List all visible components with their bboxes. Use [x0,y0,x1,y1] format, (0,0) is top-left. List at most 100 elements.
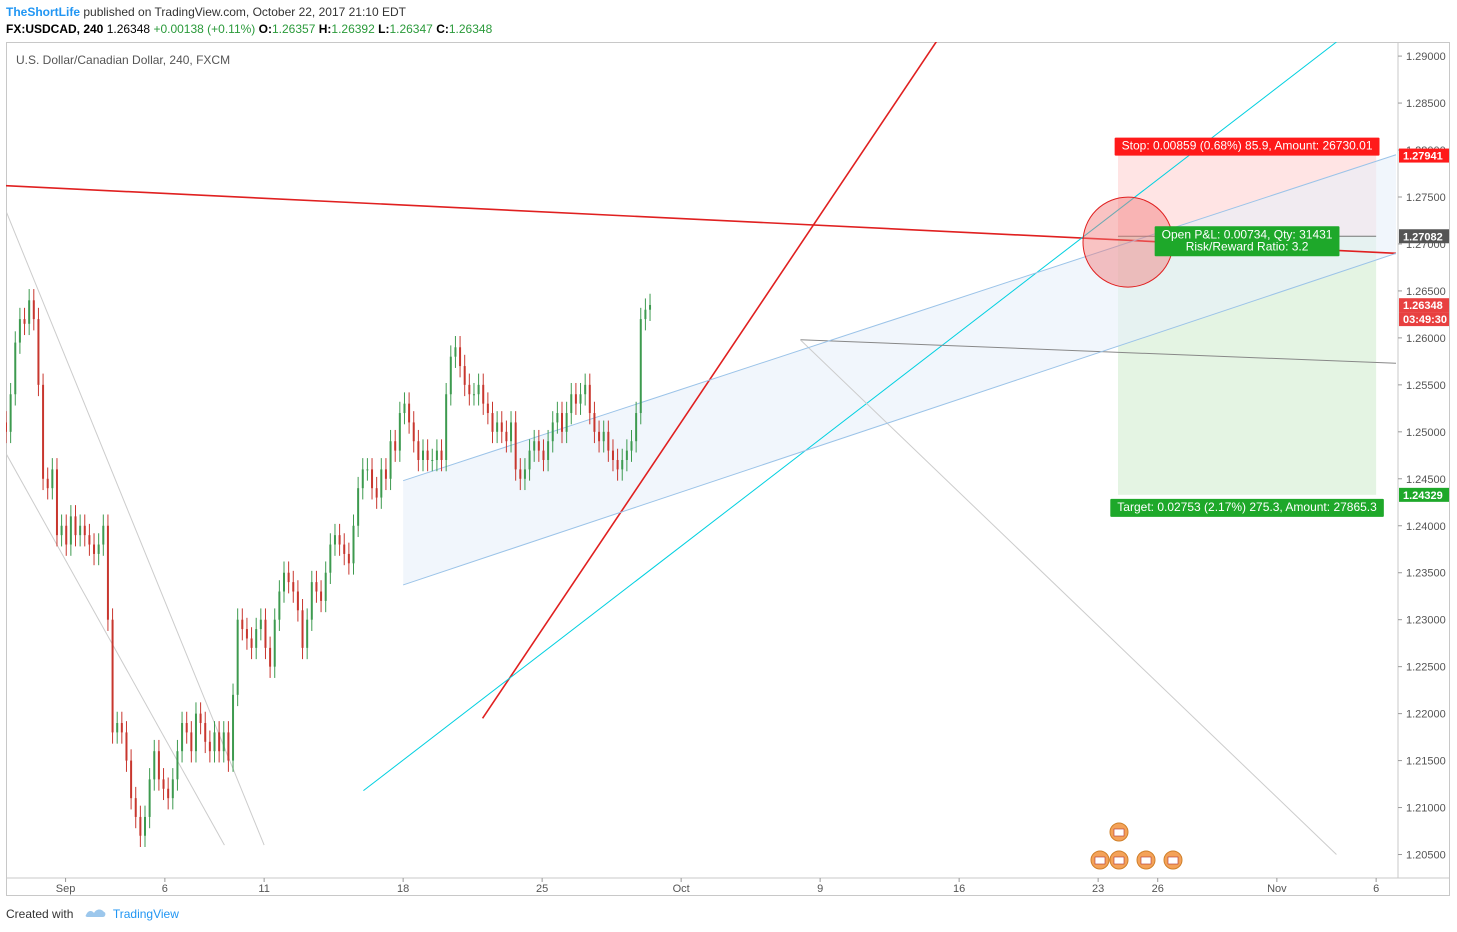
chart-pane[interactable]: U.S. Dollar/Canadian Dollar, 240, FXCM 1… [5,36,1450,896]
price-labels: 1.27941 1.27082 1.26348 03:49:30 1.24329 [1399,148,1449,502]
us-flag-icon [1113,856,1125,865]
channel-top-line [402,154,1397,482]
symbol-bar: FX:USDCAD, 240 1.26348 +0.00138 (+0.11%)… [6,21,492,37]
price-label-text: 03:49:30 [1403,314,1447,326]
price-chart[interactable]: U.S. Dollar/Canadian Dollar, 240, FXCM 1… [5,36,1450,896]
x-axis[interactable]: Sep 6 11 18 25 Oct 9 16 23 26 Nov 6 [56,878,1379,895]
candle [574,394,577,404]
candle [598,431,601,442]
event-flags[interactable] [1090,822,1183,870]
price-change: +0.00138 (+0.11%) [153,22,256,36]
candle [621,460,624,470]
candle [496,422,499,432]
last-price: 1.26348 [106,22,151,36]
chart-title: U.S. Dollar/Canadian Dollar, 240, FXCM [16,53,230,67]
open-value: 1.26357 [271,22,316,36]
candle [208,741,211,752]
candle [352,525,355,564]
candle [635,413,638,442]
candle [190,732,193,752]
candle [296,591,299,611]
author-link[interactable]: TheShortLife [6,5,80,19]
candle [23,319,26,324]
price-label-box [1399,487,1449,502]
candle [528,450,531,470]
candle [106,525,109,620]
candle [51,469,54,489]
close-label: C: [436,22,449,36]
candle [338,535,341,545]
footer: Created with TradingView [6,905,179,924]
price-label-text: 1.26348 [1403,300,1443,312]
candle [232,694,235,761]
candle [403,403,406,414]
candle [320,591,323,601]
candle [9,394,12,432]
target-label-text: Target: 0.02753 (2.17%) 275.3, Amount: 2… [1117,500,1377,514]
candle [449,356,452,395]
candle [97,544,100,554]
symbol-label[interactable]: FX:USDCAD, 240 [6,22,104,36]
candle [384,469,387,479]
candle [255,629,258,648]
stop-label: Stop: 0.00859 (0.68%) 85.9, Amount: 2673… [1114,137,1380,156]
candle [486,403,489,414]
price-label-box [1399,312,1449,327]
candle [134,798,137,817]
price-label-text: 1.24329 [1403,490,1443,502]
candle [412,422,415,442]
publish-info: published on TradingView.com, October 22… [83,5,406,19]
y-tick-label: 1.23000 [1406,615,1446,627]
candle [324,572,327,601]
candle [194,713,197,752]
candle [616,460,619,470]
y-tick-label: 1.21000 [1406,803,1446,815]
candle [283,572,285,592]
tradingview-link[interactable]: TradingView [112,907,179,921]
candle [547,441,550,460]
candle [185,723,188,733]
grey-horizontal-line [800,339,1397,364]
candle [361,469,364,489]
candle [584,384,587,395]
candle [14,342,17,395]
candle [74,516,77,536]
candle [269,647,272,667]
candle [371,469,374,489]
target-label: Target: 0.02753 (2.17%) 275.3, Amount: 2… [1110,498,1384,517]
candle [602,431,605,442]
candle [649,305,652,310]
candle [472,394,475,396]
y-tick-label: 1.28500 [1406,98,1446,110]
position-labels: Stop: 0.00859 (0.68%) 85.9, Amount: 2673… [1110,137,1384,517]
candle [60,525,63,536]
candle [588,384,591,414]
candle [426,450,429,460]
candle [639,319,642,414]
candle [93,544,96,554]
y-tick-label: 1.26000 [1406,333,1446,345]
candle [28,300,31,324]
candle [310,582,313,620]
x-tick-label: 11 [258,883,269,895]
price-label-box [1399,148,1449,163]
candle [477,384,480,395]
candle [69,516,72,545]
candle [431,460,434,461]
candle [468,384,471,395]
candle [162,779,165,789]
x-tick-label: 6 [1373,883,1379,895]
candle [519,469,522,479]
y-tick-label: 1.26500 [1406,286,1446,298]
pnl-label: Open P&L: 0.00734, Qty: 31431Risk/Reward… [1154,226,1340,257]
candle [357,488,360,526]
candle [167,788,170,799]
grey-desc-2-line [5,453,225,846]
candle [125,732,128,761]
candle [176,751,179,780]
candle [561,413,563,432]
red-support-line [481,36,940,719]
x-tick-label: 9 [817,883,823,895]
candle [463,366,466,385]
candle [394,441,397,451]
